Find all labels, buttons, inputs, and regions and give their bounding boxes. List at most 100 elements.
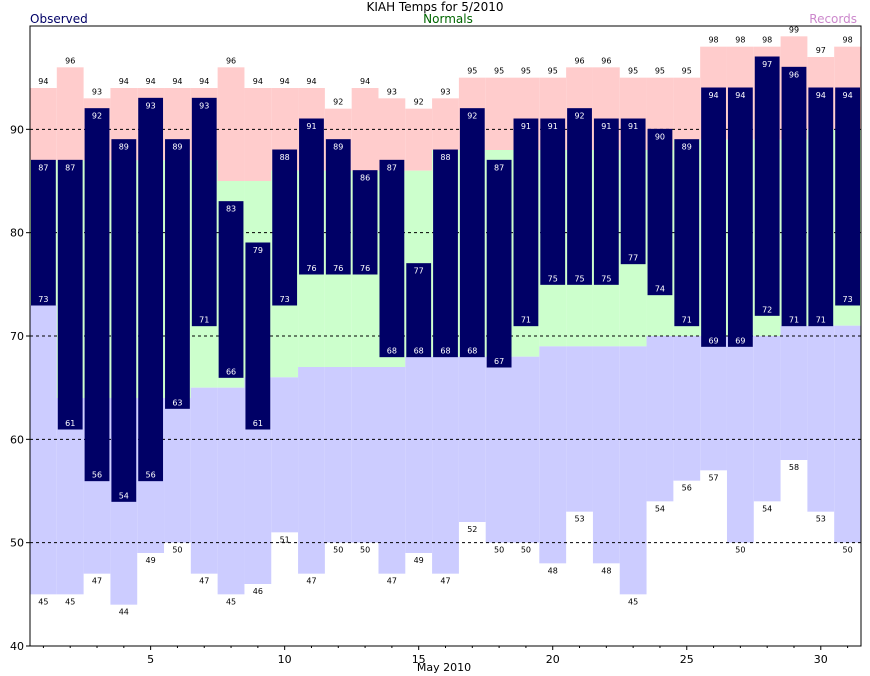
observed-low-label: 61: [65, 419, 75, 428]
record-low-label: 49: [414, 556, 424, 565]
observed-high-label: 91: [521, 122, 531, 131]
observed-low-label: 75: [548, 274, 558, 283]
y-tick-label: 90: [10, 123, 24, 136]
record-high-band: [30, 88, 57, 161]
record-high-label: 93: [440, 87, 450, 96]
observed-bar: [84, 108, 110, 482]
record-low-band: [432, 356, 459, 574]
y-tick-label: 70: [10, 330, 24, 343]
record-low-band: [405, 356, 433, 553]
observed-high-label: 89: [333, 143, 343, 152]
record-low-band: [378, 367, 406, 574]
record-low-label: 48: [601, 566, 611, 575]
observed-low-label: 56: [92, 471, 102, 480]
record-high-label: 98: [843, 36, 853, 45]
observed-high-label: 90: [655, 132, 665, 141]
record-low-label: 57: [708, 473, 718, 482]
observed-low-label: 71: [521, 316, 531, 325]
observed-bar: [31, 159, 56, 306]
record-high-label: 94: [280, 77, 290, 86]
y-tick-label: 80: [10, 227, 24, 240]
observed-low-label: 73: [280, 295, 290, 304]
observed-high-label: 93: [146, 101, 156, 110]
record-high-label: 94: [199, 77, 209, 86]
record-high-label: 97: [816, 46, 826, 55]
observed-bar: [647, 128, 673, 296]
record-low-label: 47: [199, 577, 209, 586]
observed-high-label: 94: [843, 91, 853, 100]
observed-bar: [57, 159, 83, 430]
observed-high-label: 79: [253, 246, 263, 255]
record-low-band: [539, 346, 567, 564]
observed-high-label: 96: [789, 70, 799, 79]
observed-high-label: 89: [119, 143, 129, 152]
record-low-band: [298, 367, 325, 574]
record-low-band: [780, 325, 808, 460]
record-high-label: 96: [601, 56, 611, 65]
observed-high-label: 94: [735, 91, 745, 100]
record-high-label: 98: [708, 36, 718, 45]
record-low-label: 49: [146, 556, 156, 565]
observed-bar: [781, 66, 807, 327]
record-low-label: 50: [521, 546, 531, 555]
record-low-band: [512, 356, 540, 543]
observed-bar: [379, 159, 405, 358]
observed-high-label: 92: [467, 112, 477, 121]
record-low-label: 54: [655, 504, 665, 513]
record-high-band: [56, 67, 84, 161]
observed-low-label: 67: [494, 357, 504, 366]
observed-low-label: 66: [226, 367, 236, 376]
record-low-band: [30, 305, 57, 595]
observed-bar: [433, 149, 458, 358]
observed-low-label: 68: [414, 347, 424, 356]
record-high-label: 96: [226, 56, 236, 65]
record-low-label: 50: [360, 546, 370, 555]
observed-low-label: 71: [789, 316, 799, 325]
observed-high-label: 92: [92, 112, 102, 121]
observed-high-label: 89: [682, 143, 692, 152]
record-high-label: 98: [762, 36, 772, 45]
observed-low-label: 73: [843, 295, 853, 304]
record-low-label: 45: [226, 597, 236, 606]
observed-low-label: 71: [199, 316, 209, 325]
observed-low-label: 71: [816, 316, 826, 325]
observed-bar: [754, 56, 780, 316]
observed-low-label: 69: [735, 336, 745, 345]
record-high-label: 95: [548, 67, 558, 76]
record-high-label: 94: [38, 77, 48, 86]
observed-bar: [593, 118, 619, 285]
observed-high-label: 91: [601, 122, 611, 131]
observed-high-label: 91: [628, 122, 638, 131]
x-tick-label: 20: [546, 653, 560, 666]
record-high-label: 94: [306, 77, 316, 86]
observed-high-label: 86: [360, 174, 370, 183]
observed-bar: [540, 118, 566, 285]
record-low-band: [351, 367, 379, 543]
record-low-label: 53: [816, 515, 826, 524]
value-labels: 94 87 73 45 96 87 61 45 93 92 56 47 94 89 54 44 94 93 56 49…: [38, 25, 852, 616]
record-high-label: 96: [574, 56, 584, 65]
record-high-label: 93: [92, 87, 102, 96]
record-high-label: 95: [521, 67, 531, 76]
observed-high-label: 87: [38, 163, 48, 172]
record-high-label: 95: [628, 67, 638, 76]
observed-low-label: 69: [708, 336, 718, 345]
observed-bar: [352, 170, 378, 275]
observed-high-label: 77: [414, 267, 424, 276]
chart-title: KIAH Temps for 5/2010: [366, 0, 503, 14]
observed-bar: [272, 149, 298, 306]
record-high-label: 93: [387, 87, 397, 96]
record-low-band: [834, 325, 861, 543]
y-tick-label: 50: [10, 537, 24, 550]
observed-high-label: 94: [816, 91, 826, 100]
x-tick-label: 5: [147, 653, 154, 666]
record-high-band: [217, 67, 245, 181]
record-low-band: [271, 377, 299, 533]
record-low-label: 53: [574, 515, 584, 524]
observed-high-label: 92: [574, 112, 584, 121]
observed-high-label: 97: [762, 60, 772, 69]
record-low-band: [700, 336, 727, 471]
observed-high-label: 94: [708, 91, 718, 100]
record-low-label: 58: [789, 463, 799, 472]
record-high-band: [244, 88, 272, 181]
